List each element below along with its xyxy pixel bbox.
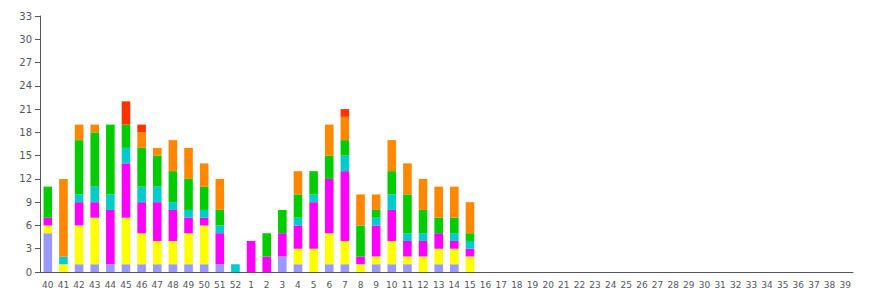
svg-text:47: 47 (152, 280, 163, 290)
svg-text:36: 36 (793, 280, 805, 290)
svg-text:41: 41 (58, 280, 69, 290)
svg-text:9: 9 (373, 280, 379, 290)
svg-text:35: 35 (777, 280, 788, 290)
svg-text:14: 14 (449, 280, 461, 290)
svg-text:29: 29 (683, 280, 695, 290)
svg-text:5: 5 (311, 280, 317, 290)
svg-text:13: 13 (433, 280, 444, 290)
svg-text:34: 34 (761, 280, 773, 290)
svg-text:2: 2 (264, 280, 270, 290)
svg-text:12: 12 (19, 173, 32, 184)
svg-text:10: 10 (386, 280, 398, 290)
svg-text:32: 32 (730, 280, 741, 290)
svg-text:4: 4 (295, 280, 301, 290)
svg-text:30: 30 (19, 34, 32, 45)
svg-text:37: 37 (808, 280, 819, 290)
svg-text:15: 15 (464, 280, 475, 290)
svg-text:18: 18 (511, 280, 523, 290)
svg-text:11: 11 (402, 280, 413, 290)
svg-text:31: 31 (714, 280, 725, 290)
svg-text:27: 27 (652, 280, 663, 290)
svg-text:43: 43 (89, 280, 100, 290)
svg-text:38: 38 (824, 280, 836, 290)
svg-text:33: 33 (746, 280, 757, 290)
svg-text:15: 15 (19, 150, 32, 161)
svg-text:16: 16 (480, 280, 492, 290)
svg-text:0: 0 (26, 267, 32, 278)
svg-text:42: 42 (73, 280, 84, 290)
svg-text:28: 28 (667, 280, 679, 290)
svg-text:24: 24 (19, 80, 32, 91)
svg-text:33: 33 (19, 11, 32, 22)
svg-text:39: 39 (839, 280, 851, 290)
svg-text:26: 26 (636, 280, 648, 290)
svg-text:48: 48 (167, 280, 179, 290)
svg-text:51: 51 (214, 280, 225, 290)
svg-text:21: 21 (19, 104, 32, 115)
svg-text:3: 3 (26, 243, 32, 254)
svg-text:1: 1 (248, 280, 254, 290)
svg-text:25: 25 (621, 280, 632, 290)
svg-text:49: 49 (183, 280, 195, 290)
svg-text:19: 19 (527, 280, 539, 290)
svg-text:52: 52 (230, 280, 241, 290)
svg-text:7: 7 (342, 280, 348, 290)
svg-text:21: 21 (558, 280, 569, 290)
svg-text:8: 8 (358, 280, 364, 290)
svg-text:50: 50 (198, 280, 210, 290)
svg-text:22: 22 (574, 280, 585, 290)
svg-text:46: 46 (136, 280, 148, 290)
svg-text:3: 3 (279, 280, 285, 290)
svg-text:23: 23 (589, 280, 600, 290)
svg-text:6: 6 (26, 220, 32, 231)
svg-text:20: 20 (542, 280, 554, 290)
svg-text:40: 40 (42, 280, 54, 290)
svg-text:24: 24 (605, 280, 617, 290)
svg-text:9: 9 (26, 197, 32, 208)
svg-text:12: 12 (417, 280, 428, 290)
svg-text:44: 44 (105, 280, 117, 290)
svg-text:45: 45 (120, 280, 131, 290)
svg-text:6: 6 (326, 280, 332, 290)
svg-text:17: 17 (495, 280, 506, 290)
svg-text:27: 27 (19, 57, 32, 68)
svg-text:18: 18 (19, 127, 32, 138)
svg-text:30: 30 (699, 280, 711, 290)
